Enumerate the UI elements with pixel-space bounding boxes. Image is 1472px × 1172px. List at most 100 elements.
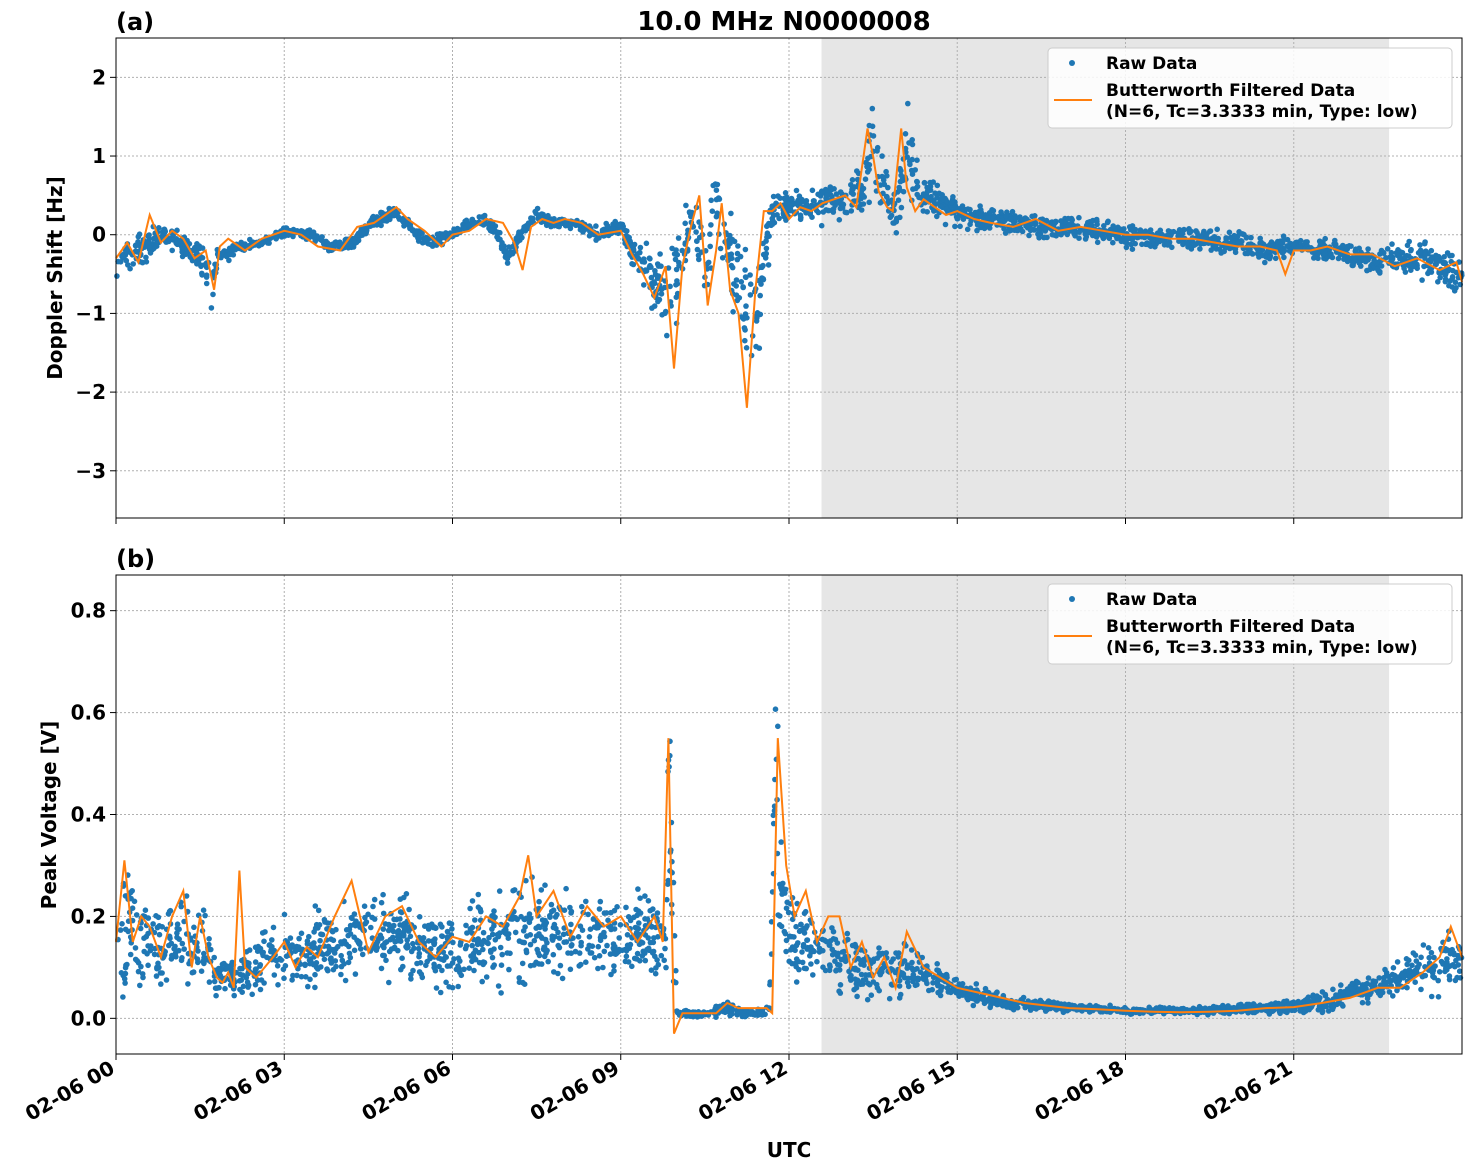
panel-b-ylabel: Peak Voltage [V]: [37, 721, 61, 910]
panel-a-raw-point: [290, 233, 296, 240]
panel-b-raw-point: [388, 946, 395, 952]
panel-a-raw-point: [169, 247, 175, 254]
panel-b-raw-point: [316, 922, 323, 928]
panel-a-raw-point: [1422, 251, 1428, 258]
panel-b-raw-point: [495, 983, 502, 989]
panel-a-raw-point: [612, 218, 618, 225]
panel-a-raw-point: [669, 245, 675, 252]
panel-b-raw-point: [318, 964, 324, 970]
panel-b-raw-point: [579, 903, 585, 910]
panel-b-raw-point: [973, 981, 980, 987]
panel-b-raw-point: [397, 909, 404, 915]
panel-a-raw-point: [1026, 232, 1032, 239]
panel-a-raw-point: [1132, 240, 1138, 247]
panel-a-raw-point: [848, 208, 855, 214]
panel-b-raw-point: [386, 979, 392, 986]
panel-b-raw-point: [475, 891, 482, 898]
panel-b-raw-point: [476, 949, 482, 956]
panel-b-raw-point: [352, 922, 359, 929]
panel-b-raw-point: [1428, 993, 1435, 1000]
panel-b-raw-point: [1340, 990, 1347, 997]
panel-a-raw-point: [1389, 241, 1395, 247]
panel-b-raw-point: [311, 929, 317, 935]
panel-a-raw-point: [1441, 253, 1447, 260]
panel-b-raw-point: [531, 962, 537, 968]
panel-b-raw-point: [148, 943, 154, 949]
panel-b-raw-point: [257, 986, 264, 993]
panel-b-raw-point: [814, 958, 820, 965]
panel-b-raw-point: [563, 885, 569, 892]
panel-b-raw-point: [512, 929, 519, 936]
panel-b-raw-point: [652, 970, 659, 977]
panel-b-raw-point: [376, 935, 382, 942]
panel-a-raw-point: [997, 218, 1004, 224]
panel-b-raw-point: [424, 958, 431, 965]
panel-a-raw-point: [1094, 239, 1101, 246]
panel-a-raw-point: [877, 200, 884, 206]
panel-a-raw-point: [900, 188, 907, 195]
panel-b-raw-point: [550, 951, 557, 958]
panel-b-raw-point: [189, 969, 196, 976]
panel-b-raw-point: [200, 958, 206, 965]
panel-a-raw-point: [869, 105, 876, 112]
panel-a-raw-point: [686, 209, 693, 215]
panel-b-raw-point: [929, 986, 935, 993]
panel-b-raw-point: [163, 977, 170, 983]
panel-b-raw-point: [183, 893, 190, 899]
panel-a-raw-point: [1130, 228, 1136, 234]
panel-a-raw-point: [707, 231, 713, 237]
panel-b-raw-point: [836, 962, 843, 968]
panel-a-raw-point: [959, 203, 966, 209]
panel-a-raw-point: [1297, 237, 1304, 244]
panel-a-raw-point: [991, 212, 997, 219]
panel-b-raw-point: [1330, 1003, 1337, 1009]
panel-b-raw-point: [591, 924, 598, 930]
panel-a-raw-point: [895, 197, 902, 203]
panel-a-raw-point: [823, 192, 830, 199]
panel-a-raw-point: [902, 131, 909, 137]
panel-b-raw-point: [198, 968, 205, 974]
panel-b-raw-point: [281, 975, 287, 982]
panel-b-raw-point: [653, 965, 659, 971]
panel-b-raw-point: [631, 914, 637, 921]
panel-b-raw-point: [325, 949, 332, 956]
panel-a-raw-point: [348, 243, 355, 250]
panel-b-raw-point: [346, 950, 353, 957]
panel-a-ytick-label-5: −3: [75, 459, 106, 483]
panel-b-raw-point: [1355, 979, 1361, 986]
panel-a-raw-point: [203, 272, 210, 279]
panel-a-raw-point: [210, 291, 216, 298]
panel-b-raw-point: [399, 955, 405, 961]
panel-a-raw-point: [695, 252, 702, 259]
panel-a-raw-point: [719, 254, 726, 261]
panel-b-raw-point: [965, 996, 971, 1003]
figure-title: 10.0 MHz N0000008: [637, 7, 930, 37]
panel-b-raw-point: [425, 922, 432, 929]
panel-b-raw-point: [347, 922, 354, 929]
panel-b-raw-point: [240, 983, 247, 990]
panel-b-raw-point: [395, 937, 402, 943]
panel-a-raw-point: [863, 159, 869, 166]
panel-b-raw-point: [557, 962, 564, 969]
panel-b-raw-point: [1061, 1001, 1068, 1007]
panel-b-raw-point: [1237, 1002, 1243, 1008]
panel-a-raw-point: [648, 274, 655, 281]
panel-a-raw-point: [504, 255, 511, 262]
panel-a-raw-point: [1197, 246, 1203, 252]
panel-b-raw-point: [472, 917, 478, 923]
panel-b-raw-point: [937, 992, 944, 999]
panel-b-raw-point: [214, 985, 220, 991]
panel-b-raw-point: [837, 982, 844, 988]
panel-a-raw-point: [885, 184, 891, 191]
panel-b-raw-point: [1012, 1001, 1018, 1008]
x-tick-label-1: 02-06 03: [189, 1056, 287, 1126]
panel-a-raw-point: [754, 310, 761, 316]
panel-b-raw-point: [781, 928, 788, 935]
panel-a-raw-point: [1387, 254, 1393, 260]
panel-b-raw-point: [328, 960, 335, 966]
panel-b-raw-point: [539, 917, 546, 923]
panel-b-raw-point: [416, 914, 423, 920]
panel-b-raw-point: [275, 982, 281, 988]
panel-b-raw-point: [328, 955, 334, 961]
panel-b-raw-point: [930, 980, 936, 986]
